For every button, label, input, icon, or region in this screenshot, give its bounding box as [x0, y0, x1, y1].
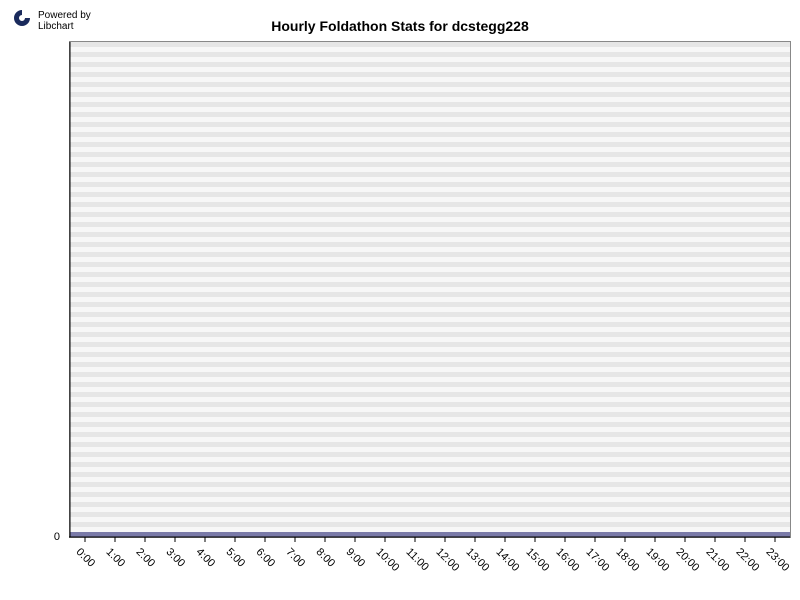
y-axis-label: 0	[0, 531, 60, 543]
x-axis-label: 20:00	[674, 546, 702, 574]
x-axis-label: 17:00	[584, 546, 612, 574]
x-axis-label: 21:00	[704, 546, 732, 574]
x-axis-label: 7:00	[284, 546, 308, 570]
x-axis-label: 4:00	[194, 546, 218, 570]
x-axis-label: 19:00	[644, 546, 672, 574]
x-axis-label: 9:00	[344, 546, 368, 570]
x-axis-label: 10:00	[374, 546, 402, 574]
chart-plot-area	[69, 41, 791, 543]
x-axis-label: 12:00	[434, 546, 462, 574]
x-axis-label: 18:00	[614, 546, 642, 574]
x-axis-label: 5:00	[224, 546, 248, 570]
chart-title: Hourly Foldathon Stats for dcstegg228	[0, 18, 800, 34]
x-axis-label: 8:00	[314, 546, 338, 570]
x-axis-label: 1:00	[104, 546, 128, 570]
x-axis-label: 2:00	[134, 546, 158, 570]
x-axis-label: 22:00	[734, 546, 762, 574]
x-axis-label: 3:00	[164, 546, 188, 570]
chart-container: { "logo": { "powered_by_line1": "Powered…	[0, 0, 800, 600]
x-axis-label: 23:00	[764, 546, 792, 574]
x-axis-label: 15:00	[524, 546, 552, 574]
x-axis-label: 16:00	[554, 546, 582, 574]
x-axis-label: 6:00	[254, 546, 278, 570]
x-axis-label: 11:00	[404, 546, 431, 573]
x-axis-label: 13:00	[464, 546, 492, 574]
x-axis-label: 14:00	[494, 546, 522, 574]
x-axis-label: 0:00	[74, 546, 98, 570]
